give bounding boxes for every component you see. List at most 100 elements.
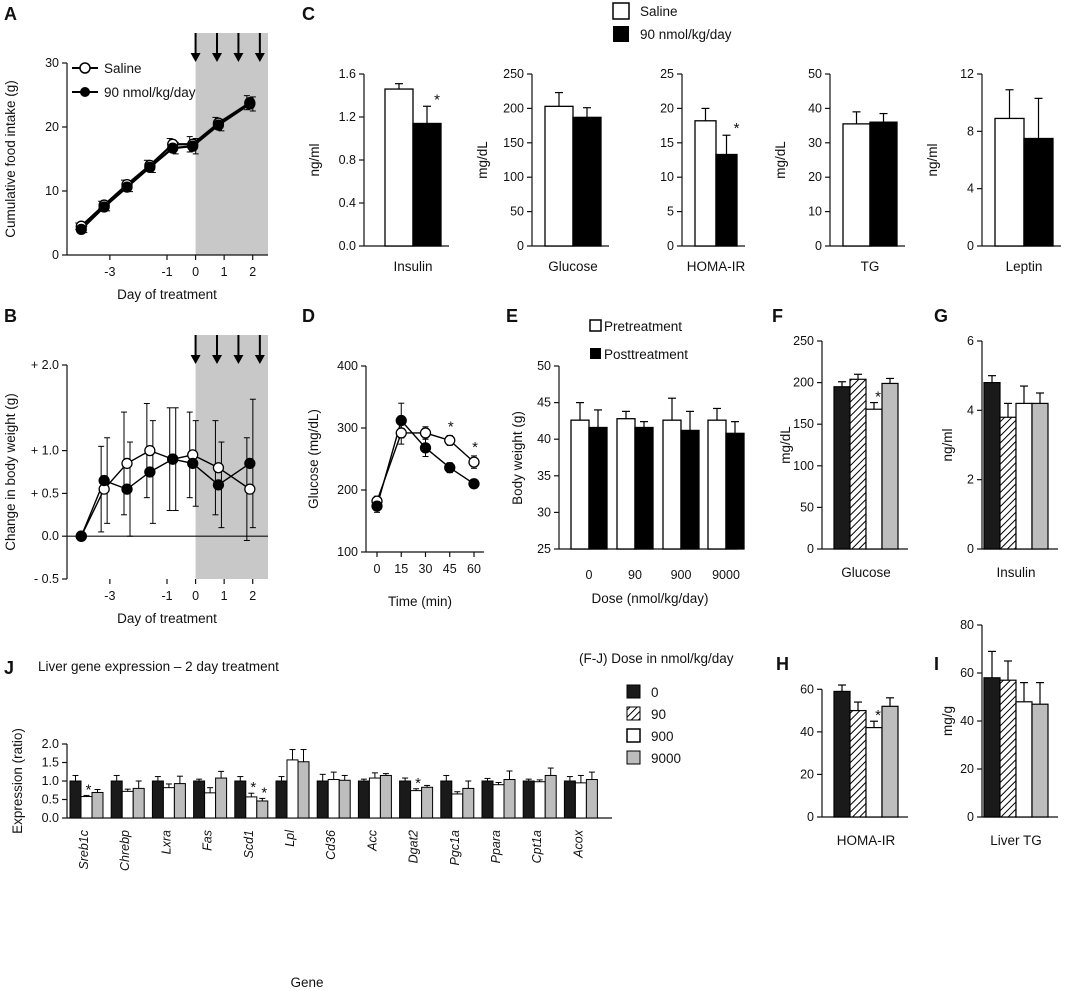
panel-b-treated-point bbox=[212, 479, 225, 491]
panel-j-expression-bar bbox=[585, 779, 598, 819]
panel-d-treated-point bbox=[444, 462, 456, 474]
panel-j-gene-label: Lxra bbox=[159, 830, 173, 854]
panel-c-insulin-x-label: Insulin bbox=[393, 259, 432, 274]
panel-j-expression-bar bbox=[204, 792, 217, 819]
panel-e-y-tick-label: 45 bbox=[537, 396, 551, 410]
panel-a-treated-point bbox=[144, 161, 156, 173]
panel-a-treated-point bbox=[212, 119, 225, 131]
legend-fj-dose90-label: 90 bbox=[651, 707, 666, 722]
panel-a-dose-arrow-head bbox=[233, 53, 244, 62]
panel-e-pre-bar bbox=[707, 419, 727, 550]
panel-c-insulin-saline-bar bbox=[384, 88, 414, 247]
panel-c-leptin-x-label: Leptin bbox=[1006, 259, 1043, 274]
panel-h-y-tick-label: 0 bbox=[807, 810, 814, 824]
panel-j-gene-label: Lpl bbox=[283, 829, 297, 847]
panel-i-y-tick-label: 40 bbox=[960, 714, 974, 728]
panel-d-x-tick-label: 15 bbox=[394, 562, 408, 576]
panel-c-leptin-treated-bar bbox=[1023, 137, 1054, 247]
legend-a-treated-marker bbox=[80, 87, 90, 97]
legend-a: Saline 90 nmol/kg/day bbox=[72, 61, 196, 100]
panel-b-treated-point bbox=[167, 453, 179, 465]
panel-a-x-label: Day of treatment bbox=[117, 287, 217, 302]
panel-h-y-tick-label: 60 bbox=[800, 682, 814, 696]
panel-j-title: Liver gene expression – 2 day treatment bbox=[38, 659, 279, 674]
panel-j-expression-bar bbox=[275, 780, 288, 819]
panel-b-x-tick-label: 1 bbox=[221, 589, 228, 603]
panel-c-insulin-treated-bar bbox=[412, 122, 442, 247]
panel-j-y-tick-label: 2.0 bbox=[42, 737, 59, 751]
panel-f-dose-bar bbox=[849, 378, 867, 550]
panel-c-glucose-y-tick-label: 150 bbox=[503, 136, 524, 150]
legend-a-saline-label: Saline bbox=[104, 61, 142, 76]
panel-j-y-label: Expression (ratio) bbox=[10, 728, 25, 834]
panel-c-glucose-x-label: Glucose bbox=[548, 259, 598, 274]
panel-c-tg-saline-bar bbox=[842, 123, 871, 247]
panel-j-expression-bar bbox=[132, 787, 145, 819]
panel-j-expression-bar bbox=[481, 780, 494, 819]
panel-c-tg-y-label: mg/dL bbox=[773, 141, 788, 179]
panel-j-expression-bar bbox=[462, 787, 475, 819]
panel-c-leptin-saline-bar bbox=[994, 117, 1025, 247]
panel-j-chart: 0.0 0.5 1.0 1.5 2.0 Expression (ratio) * Sreb1c… bbox=[10, 728, 612, 990]
panel-e-y-label: Body weight (g) bbox=[510, 411, 525, 505]
panel-a-dose-arrow-head bbox=[254, 53, 265, 62]
panel-a-treated-point bbox=[121, 181, 133, 193]
panel-g-y-tick-label: 4 bbox=[967, 403, 974, 417]
panel-c-homa-ir-chart: 0 5 10 15 20 25 * HOMA-IR bbox=[660, 67, 745, 274]
panel-j-expression-bar bbox=[574, 782, 587, 819]
legend-e-post-label: Posttreatment bbox=[604, 347, 688, 362]
panel-j-expression-bar bbox=[533, 781, 546, 819]
panel-c-glucose-y-tick-label: 0 bbox=[517, 239, 524, 253]
panel-b-treated-point bbox=[121, 483, 133, 495]
legend-fj-dose9000-label: 9000 bbox=[651, 751, 681, 766]
panel-label-e: E bbox=[506, 306, 518, 326]
panel-c-tg-treated-bar bbox=[869, 121, 898, 247]
legend-c-treated-label: 90 nmol/kg/day bbox=[640, 27, 732, 42]
panel-j-expression-bar bbox=[379, 774, 392, 819]
panel-b-x-tick-label: -1 bbox=[161, 589, 172, 603]
panel-c-homa-ir-x-label: HOMA-IR bbox=[687, 259, 746, 274]
panel-g-dose-bar bbox=[999, 416, 1017, 550]
panel-h-dose-bar bbox=[881, 705, 899, 818]
panel-c-tg-y-tick-label: 50 bbox=[808, 67, 822, 81]
panel-e-pre-bar bbox=[570, 419, 590, 550]
panel-b-y-tick-label: - 0.5 bbox=[34, 572, 59, 586]
panel-label-f: F bbox=[772, 306, 783, 326]
panel-c-tg-y-tick-label: 30 bbox=[808, 136, 822, 150]
legend-fj-title: (F-J) Dose in nmol/kg/day bbox=[579, 651, 734, 666]
panel-c-insulin-y-tick-label: 1.6 bbox=[339, 67, 356, 81]
panel-g-dose-bar bbox=[983, 382, 1001, 550]
panel-j-expression-bar bbox=[503, 779, 516, 819]
panel-a-x-tick-label: 1 bbox=[221, 265, 228, 279]
panel-j-expression-bar bbox=[368, 777, 381, 819]
panel-j-expression-bar bbox=[338, 779, 351, 819]
panel-e-pre-bar bbox=[662, 419, 682, 550]
panel-b-y-tick-label: + 0.5 bbox=[31, 486, 59, 500]
panel-c-insulin-chart: 0.0 0.4 0.8 1.2 1.6 ng/ml * Insulin bbox=[307, 67, 449, 274]
panel-j-expression-bar bbox=[563, 780, 576, 819]
panel-i-y-tick-label: 80 bbox=[960, 618, 974, 632]
panel-e-y-tick-label: 35 bbox=[537, 469, 551, 483]
panel-a-y-tick-label: 30 bbox=[45, 56, 59, 70]
panel-j-y-tick-label: 0.0 bbox=[42, 811, 59, 825]
panel-e-x-tick-label: 0 bbox=[586, 568, 593, 582]
panel-h-dose-bar bbox=[849, 709, 867, 818]
panel-b-y-label: Change in body weight (g) bbox=[3, 393, 18, 551]
panel-d-y-tick-label: 300 bbox=[337, 421, 358, 435]
panel-b-y-tick-label: + 1.0 bbox=[31, 444, 59, 458]
panel-j-expression-bar bbox=[234, 780, 247, 819]
panel-c-leptin-y-label: ng/ml bbox=[925, 143, 940, 176]
panel-c-leptin-y-tick-label: 12 bbox=[960, 67, 974, 81]
panel-f-y-label: mg/dL bbox=[778, 426, 793, 464]
panel-g-dose-bar bbox=[1031, 402, 1049, 550]
panel-i-chart: 0 20 40 60 80 mg/g Liver TG bbox=[940, 618, 1058, 848]
panel-j-expression-bar bbox=[297, 761, 310, 819]
panel-c-leptin-y-tick-label: 4 bbox=[967, 182, 974, 196]
panel-a-treated-point bbox=[244, 98, 256, 110]
panel-f-chart: 0 50 100 150 200 250 mg/dL * Glucose bbox=[778, 334, 908, 580]
panel-b-x-tick-label: -3 bbox=[104, 589, 115, 603]
panel-e-y-tick-label: 25 bbox=[537, 542, 551, 556]
panel-d-x-tick-label: 60 bbox=[467, 562, 481, 576]
